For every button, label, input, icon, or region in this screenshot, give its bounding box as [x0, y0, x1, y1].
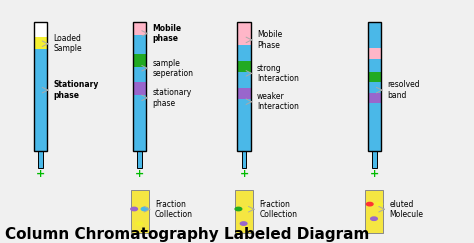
Text: +: +: [239, 169, 249, 179]
Bar: [368, 82, 381, 93]
Text: Fraction
Collection: Fraction Collection: [259, 200, 297, 219]
Text: strong
Interaction: strong Interaction: [257, 64, 299, 83]
Text: +: +: [135, 169, 145, 179]
Text: Mobile
Phase: Mobile Phase: [257, 30, 282, 50]
Bar: [237, 45, 251, 61]
Bar: [133, 22, 146, 35]
Bar: [368, 48, 381, 59]
Circle shape: [366, 202, 373, 206]
Bar: [131, 190, 149, 233]
Bar: [133, 54, 146, 67]
Circle shape: [246, 207, 252, 211]
Bar: [237, 87, 251, 99]
Bar: [242, 151, 246, 168]
Text: Loaded
Sample: Loaded Sample: [53, 34, 82, 53]
Bar: [368, 59, 381, 72]
Bar: [372, 151, 377, 168]
Text: Mobile
phase: Mobile phase: [153, 24, 182, 43]
Bar: [237, 22, 251, 151]
Bar: [133, 95, 146, 151]
Text: resolved
band: resolved band: [387, 80, 420, 100]
Text: stationary
phase: stationary phase: [153, 88, 192, 108]
Circle shape: [136, 222, 143, 225]
Bar: [237, 61, 251, 72]
Bar: [133, 82, 146, 95]
Bar: [368, 22, 381, 48]
Bar: [38, 151, 43, 168]
Bar: [368, 72, 381, 82]
Bar: [368, 93, 381, 103]
Text: Column Chromatography Labeled Diagram: Column Chromatography Labeled Diagram: [5, 227, 369, 242]
Bar: [368, 103, 381, 151]
Bar: [237, 72, 251, 87]
Text: +: +: [370, 169, 379, 179]
Bar: [133, 67, 146, 82]
Bar: [34, 22, 47, 37]
Text: eluted
Molecule: eluted Molecule: [390, 200, 424, 219]
Circle shape: [131, 207, 137, 211]
Circle shape: [141, 207, 148, 211]
Circle shape: [371, 217, 377, 220]
Circle shape: [235, 207, 242, 211]
Bar: [34, 49, 47, 151]
Bar: [34, 22, 47, 151]
Circle shape: [240, 222, 247, 225]
Bar: [365, 190, 383, 233]
Text: Fraction
Collection: Fraction Collection: [155, 200, 193, 219]
Text: +: +: [36, 169, 45, 179]
Bar: [137, 151, 142, 168]
Bar: [235, 190, 253, 233]
Bar: [133, 35, 146, 54]
Bar: [237, 99, 251, 151]
Text: Stationary
phase: Stationary phase: [53, 80, 99, 100]
Bar: [34, 37, 47, 49]
Bar: [368, 22, 381, 151]
Circle shape: [376, 202, 383, 206]
Bar: [133, 22, 146, 151]
Bar: [237, 22, 251, 45]
Text: weaker
Interaction: weaker Interaction: [257, 92, 299, 112]
Text: sample
seperation: sample seperation: [153, 59, 193, 78]
